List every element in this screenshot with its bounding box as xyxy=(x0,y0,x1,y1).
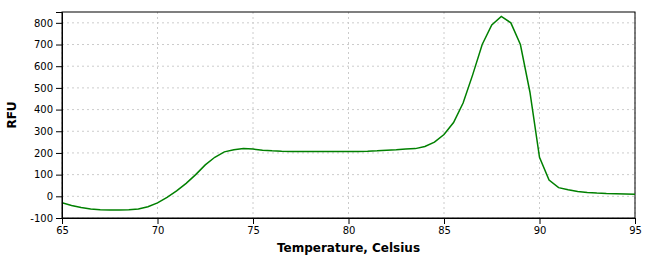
tick-label: 65 xyxy=(56,225,69,236)
grid-line xyxy=(444,12,445,218)
tick: 85 xyxy=(438,218,451,236)
tick-mark xyxy=(56,131,62,132)
tick: 75 xyxy=(247,218,260,236)
tick-mark xyxy=(635,218,636,224)
tick-label: 90 xyxy=(534,225,547,236)
tick-label: 500 xyxy=(34,83,53,94)
grid-line xyxy=(62,196,635,197)
tick-label: 0 xyxy=(47,191,53,202)
tick-mark xyxy=(56,66,62,67)
tick: 500 xyxy=(34,83,62,94)
grid-line xyxy=(253,12,254,218)
grid xyxy=(62,12,635,218)
tick-label: 300 xyxy=(34,126,53,137)
tick-label: 80 xyxy=(343,225,356,236)
tick-mark xyxy=(158,218,159,224)
tick: 65 xyxy=(56,218,69,236)
grid-line xyxy=(62,174,635,175)
x-axis-title: Temperature, Celsius xyxy=(277,241,420,255)
marks xyxy=(62,16,635,210)
tick-mark xyxy=(56,218,62,219)
tick: 400 xyxy=(34,104,62,115)
grid-line xyxy=(62,131,635,132)
tick-label: 700 xyxy=(34,39,53,50)
tick-label: -100 xyxy=(30,213,53,224)
tick: -100 xyxy=(30,213,62,224)
tick: 100 xyxy=(34,169,62,180)
tick: 700 xyxy=(34,39,62,50)
axis-line xyxy=(63,219,636,225)
tick: 0 xyxy=(47,191,62,202)
grid-line xyxy=(62,152,635,153)
tick-mark xyxy=(56,110,62,111)
grid-line xyxy=(157,12,158,218)
chart: 65 70 75 80 85 90 95 -100 0 100 200 300 400 500 600 700… xyxy=(0,0,653,260)
tick-label: 200 xyxy=(34,148,53,159)
tick-label: 70 xyxy=(152,225,165,236)
tick: 95 xyxy=(629,218,642,236)
x-axis: 65 70 75 80 85 90 95 xyxy=(56,218,642,236)
tick-label: 600 xyxy=(34,61,53,72)
tick-label: 100 xyxy=(34,169,53,180)
plot: 65 70 75 80 85 90 95 -100 0 100 200 300 400 500 600 700… xyxy=(30,12,642,236)
tick-mark xyxy=(349,218,350,224)
tick: 200 xyxy=(34,148,62,159)
tick-mark xyxy=(56,175,62,176)
grid-line xyxy=(62,22,635,23)
tick-mark xyxy=(56,88,62,89)
tick-mark xyxy=(56,23,62,24)
tick-mark xyxy=(56,153,62,154)
line xyxy=(62,16,635,210)
tick: 80 xyxy=(343,218,356,236)
grid-line xyxy=(62,87,635,88)
tick-label: 95 xyxy=(629,225,642,236)
tick-mark xyxy=(56,45,62,46)
tick: 800 xyxy=(34,18,62,29)
tick-label: 400 xyxy=(34,104,53,115)
tick-label: 75 xyxy=(247,225,260,236)
plot-frame xyxy=(62,12,635,218)
grid-line xyxy=(62,44,635,45)
grid-line xyxy=(62,109,635,110)
tick: 70 xyxy=(152,218,165,236)
y-axis: -100 0 100 200 300 400 500 600 700 800 xyxy=(30,13,62,224)
tick-label: 85 xyxy=(438,225,451,236)
grid-line xyxy=(62,66,635,67)
tick-mark xyxy=(253,218,254,224)
tick-mark xyxy=(540,218,541,224)
grid-line xyxy=(539,12,540,218)
tick-mark xyxy=(56,196,62,197)
tick-label: 800 xyxy=(34,18,53,29)
tick: 300 xyxy=(34,126,62,137)
tick-mark xyxy=(444,218,445,224)
y-axis-title: RFU xyxy=(5,101,19,128)
grid-line xyxy=(348,12,349,218)
tick: 600 xyxy=(34,61,62,72)
axis-line xyxy=(56,13,63,219)
tick: 90 xyxy=(534,218,547,236)
